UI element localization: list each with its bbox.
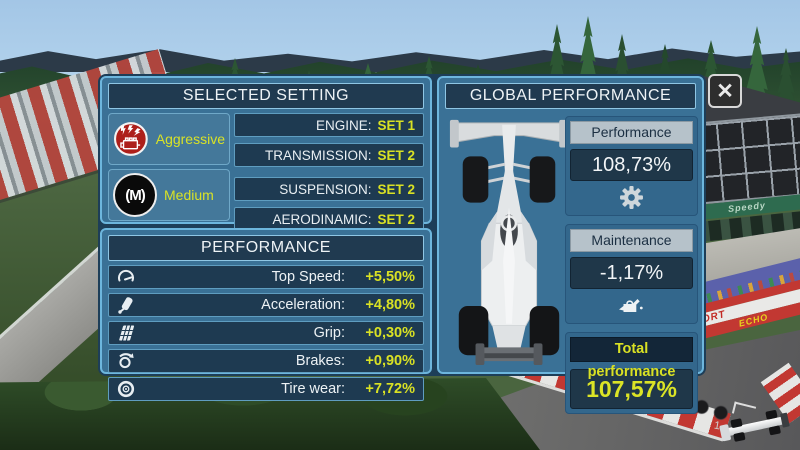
close-button[interactable]: ✕	[708, 74, 742, 108]
medium-badge: (M)	[125, 186, 145, 204]
accelerator-pedal-icon	[118, 297, 133, 314]
perf-value: +5,50%	[365, 269, 415, 285]
setting-row-transmission[interactable]: TRANSMISSION: SET 2	[234, 143, 424, 167]
performance-title: PERFORMANCE	[108, 235, 424, 261]
perf-label: Brakes:	[295, 353, 345, 369]
global-performance-panel: GLOBAL PERFORMANCE	[437, 76, 704, 414]
perf-row-grip: Grip: +0,30%	[108, 321, 424, 345]
track-car-rear-wing	[779, 412, 790, 428]
setting-label: AERODINAMIC:	[272, 211, 372, 227]
setting-label: ENGINE:	[315, 117, 372, 133]
maintenance-value: -1,17%	[570, 257, 693, 289]
medium-mode-icon: (M)	[113, 173, 157, 217]
selected-setting-title: SELECTED SETTING	[108, 83, 424, 109]
performance-label: Performance	[570, 121, 693, 144]
perf-label: Grip:	[313, 325, 345, 341]
engine-mode-label: Aggressive	[155, 131, 225, 147]
f1-car-top-view	[445, 112, 573, 370]
track-car-wheel	[768, 425, 782, 436]
setting-value: SET 2	[377, 181, 415, 197]
oil-can-icon	[619, 299, 643, 312]
track-car-wheel	[733, 431, 746, 442]
grip-tread-icon	[119, 325, 135, 341]
f1-car-image	[449, 119, 569, 366]
setting-value: SET 2	[377, 147, 415, 163]
maintenance-oil-indicator	[570, 291, 693, 319]
setting-row-aerodinamic[interactable]: AERODINAMIC: SET 2	[234, 207, 424, 231]
setting-value: SET 1	[377, 117, 415, 133]
setting-row-engine[interactable]: ENGINE: SET 1	[234, 113, 424, 137]
performance-rows: Top Speed: +5,50% Acceleration: +4,80%	[108, 265, 424, 401]
perf-row-brakes: Brakes: +0,90%	[108, 349, 424, 373]
total-performance-box: Total performance 107,57%	[565, 332, 698, 414]
global-metrics-column: Performance 108,73%	[565, 116, 698, 422]
perf-label: Top Speed:	[271, 269, 345, 285]
perf-row-top-speed: Top Speed: +5,50%	[108, 265, 424, 289]
perf-value: +4,80%	[365, 297, 415, 313]
grandstand-panels	[690, 113, 800, 205]
tire-mode-label: Medium	[164, 187, 214, 203]
performance-panel: PERFORMANCE Top Speed: +5,50% Accelerati…	[100, 228, 432, 401]
setting-label: SUSPENSION:	[279, 181, 372, 197]
perf-value: +0,90%	[365, 353, 415, 369]
maintenance-label: Maintenance	[570, 229, 693, 252]
brake-disc-icon	[119, 353, 134, 369]
perf-label: Tire wear:	[281, 381, 345, 397]
perf-value: +0,30%	[365, 325, 415, 341]
selected-setting-panel: SELECTED SETTING Aggress	[100, 76, 432, 231]
total-performance-label: Total performance	[570, 337, 693, 380]
tire-mode-cell[interactable]: (M) Medium	[108, 169, 230, 221]
tire-icon	[117, 380, 135, 398]
speedometer-icon	[118, 269, 134, 282]
perf-label: Acceleration:	[261, 297, 345, 313]
maintenance-box: Maintenance -1,17%	[565, 224, 698, 324]
setting-row-suspension[interactable]: SUSPENSION: SET 2	[234, 177, 424, 201]
car-setup-dialog: SELECTED SETTING Aggress	[98, 74, 706, 414]
engine-aggressive-icon	[113, 122, 148, 156]
setting-label: TRANSMISSION:	[264, 147, 372, 163]
settings-column: ENGINE: SET 1 TRANSMISSION: SET 2 SUSPEN…	[234, 113, 424, 231]
global-performance-title: GLOBAL PERFORMANCE	[445, 83, 696, 109]
mode-column: Aggressive (M) Medium	[108, 113, 230, 221]
selected-setting-body: Aggressive (M) Medium ENGINE: SET 1 TRAN…	[108, 113, 424, 231]
total-performance-value: 107,57%	[570, 369, 693, 409]
performance-box: Performance 108,73%	[565, 116, 698, 216]
close-icon: ✕	[716, 79, 734, 103]
performance-value: 108,73%	[570, 149, 693, 181]
perf-value: +7,72%	[365, 381, 415, 397]
perf-row-acceleration: Acceleration: +4,80%	[108, 293, 424, 317]
setting-value: SET 2	[377, 211, 415, 227]
settings-gear-button[interactable]	[570, 183, 693, 211]
engine-mode-cell[interactable]: Aggressive	[108, 113, 230, 165]
gear-icon	[620, 185, 643, 209]
perf-row-tire-wear: Tire wear: +7,72%	[108, 377, 424, 401]
